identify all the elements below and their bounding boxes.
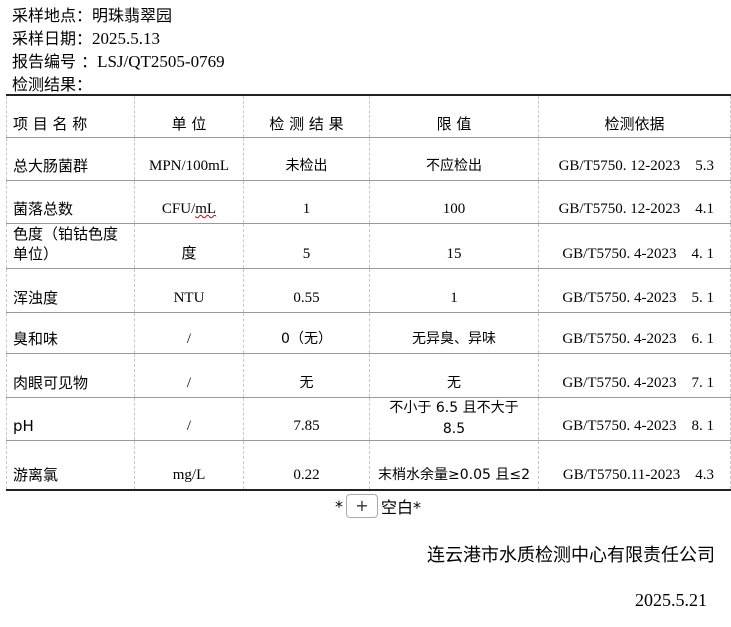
plus-icon[interactable]: + bbox=[346, 494, 378, 518]
table-row: pH/7.85 不小于 6.5 且不大于 8.5 GB/T5750. 4-2023 … bbox=[6, 397, 731, 441]
cell-unit: 度 bbox=[134, 223, 244, 269]
table-row: 浑浊度 NTU 0.55 1 GB/T5750. 4-2023 5. 1 bbox=[6, 268, 731, 313]
cell-limit: 1 bbox=[369, 268, 539, 313]
cell-result: 未检出 bbox=[243, 137, 370, 181]
blank-text: 空白* bbox=[381, 498, 422, 517]
cell-result: 7.85 bbox=[243, 397, 370, 441]
cell-name: 臭和味 bbox=[6, 312, 135, 354]
label: 采样地点： bbox=[12, 6, 93, 25]
cell-limit: 15 bbox=[369, 223, 539, 269]
col-unit: 单 位 bbox=[134, 94, 244, 138]
results-table: 项 目 名 称 单 位 检 测 结 果 限 值 检测依据 总大肠菌群 MPN/10… bbox=[6, 94, 731, 491]
table-header: 项 目 名 称 单 位 检 测 结 果 限 值 检测依据 bbox=[6, 94, 731, 138]
report-date: 2025.5.21 bbox=[635, 590, 707, 610]
company-name: 连云港市水质检测中心有限责任公司 bbox=[427, 545, 715, 566]
cell-basis: GB/T5750. 4-2023 7. 1 bbox=[538, 353, 731, 398]
cell-unit: CFU/mL bbox=[134, 180, 244, 224]
cell-basis: GB/T5750. 4-2023 8. 1 bbox=[538, 397, 731, 441]
cell-result: 0.22 bbox=[243, 440, 370, 491]
cell-limit: 无异臭、异味 bbox=[369, 312, 539, 354]
cell-basis: GB/T5750.11-2023 4.3 bbox=[538, 440, 731, 491]
cell-limit: 不小于 6.5 且不大于 8.5 bbox=[369, 397, 539, 441]
value: 2025.5.13 bbox=[92, 29, 161, 48]
cell-basis: GB/T5750. 12-2023 4.1 bbox=[538, 180, 731, 224]
cell-limit: 末梢水余量≥0.05 且≤2 bbox=[369, 440, 539, 491]
spellcheck-underline: mL bbox=[195, 201, 217, 217]
cell-name: 肉眼可见物 bbox=[6, 353, 135, 398]
cell-unit: NTU bbox=[134, 268, 244, 313]
cell-basis: GB/T5750. 12-2023 5.3 bbox=[538, 137, 731, 181]
cell-basis: GB/T5750. 4-2023 6. 1 bbox=[538, 312, 731, 354]
value: 明珠翡翠园 bbox=[92, 6, 173, 25]
cell-result: 1 bbox=[243, 180, 370, 224]
asterisk: * bbox=[335, 496, 343, 516]
report-number: 报告编号 ：LSJ/QT2505-0769 bbox=[12, 48, 225, 72]
table-row: 臭和味/0（无） 无异臭、异味 GB/T5750. 4-2023 6. 1 bbox=[6, 312, 731, 354]
label: 采样日期： bbox=[12, 29, 93, 48]
cell-name: pH bbox=[6, 397, 135, 441]
cell-unit: / bbox=[134, 312, 244, 354]
sampling-date: 采样日期：2025.5.13 bbox=[12, 25, 160, 49]
cell-basis: GB/T5750. 4-2023 5. 1 bbox=[538, 268, 731, 313]
col-basis: 检测依据 bbox=[538, 94, 731, 138]
col-result: 检 测 结 果 bbox=[243, 94, 370, 138]
table-row: 游离氯 mg/L 0.22 末梢水余量≥0.05 且≤2 GB/T5750.11-202… bbox=[6, 440, 731, 491]
cell-result: 0.55 bbox=[243, 268, 370, 313]
value: LSJ/QT2505-0769 bbox=[97, 52, 225, 71]
table-row: 菌落总数 CFU/mL 1 100 GB/T5750. 12-2023 4.1 bbox=[6, 180, 731, 224]
label: 报告编号 ： bbox=[12, 52, 98, 71]
cell-unit: / bbox=[134, 353, 244, 398]
col-name: 项 目 名 称 bbox=[6, 94, 135, 138]
cell-unit: MPN/100mL bbox=[134, 137, 244, 181]
blank-marker: * + 空白* bbox=[335, 494, 421, 518]
cell-limit: 不应检出 bbox=[369, 137, 539, 181]
cell-unit: mg/L bbox=[134, 440, 244, 491]
cell-name: 总大肠菌群 bbox=[6, 137, 135, 181]
cell-name: 菌落总数 bbox=[6, 180, 135, 224]
cell-name: 游离氯 bbox=[6, 440, 135, 491]
cell-limit: 100 bbox=[369, 180, 539, 224]
table-row: 总大肠菌群 MPN/100mL 未检出 不应检出 GB/T5750. 12-2023 5… bbox=[6, 137, 731, 181]
cell-basis: GB/T5750. 4-2023 4. 1 bbox=[538, 223, 731, 269]
cell-result: 0（无） bbox=[243, 312, 370, 354]
results-label: 检测结果： bbox=[12, 75, 93, 94]
cell-result: 无 bbox=[243, 353, 370, 398]
table-row: 肉眼可见物 / 无无 GB/T5750. 4-2023 7. 1 bbox=[6, 353, 731, 398]
cell-result: 5 bbox=[243, 223, 370, 269]
cell-limit: 无 bbox=[369, 353, 539, 398]
col-limit: 限 值 bbox=[369, 94, 539, 138]
table-row: 色度（铂钴色度单位）度 5 15 GB/T5750. 4-2023 4. 1 bbox=[6, 223, 731, 269]
cell-name: 浑浊度 bbox=[6, 268, 135, 313]
cell-name: 色度（铂钴色度单位） bbox=[6, 223, 135, 269]
sampling-location: 采样地点：明珠翡翠园 bbox=[12, 2, 172, 26]
cell-unit: / bbox=[134, 397, 244, 441]
